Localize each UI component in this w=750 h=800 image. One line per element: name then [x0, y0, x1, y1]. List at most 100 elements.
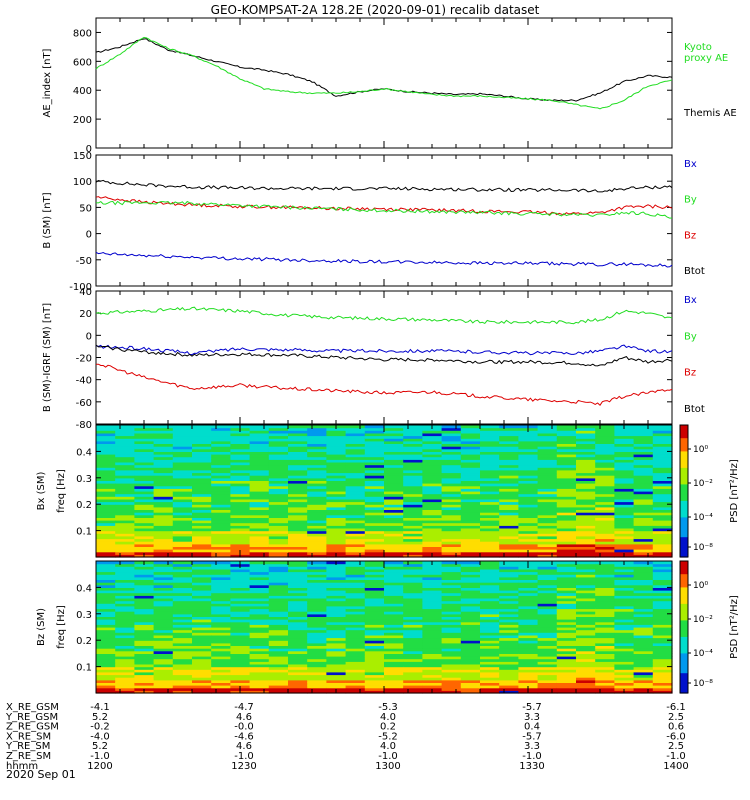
spectrogram-cell: [192, 438, 212, 442]
spectrogram-cell: [384, 634, 404, 639]
spectrogram-cell: [345, 669, 366, 673]
spectrogram-cell: [576, 677, 596, 681]
spectrogram-cell: [268, 427, 289, 431]
spectrogram-cell: [403, 496, 423, 500]
spectrogram-cell: [403, 664, 423, 668]
spectrogram-cell: [96, 498, 116, 503]
spectrogram-cell: [345, 608, 366, 612]
spectrogram-cell: [364, 653, 385, 657]
spectrogram-cell: [96, 664, 116, 668]
spectrogram-cell: [556, 669, 577, 673]
spectrogram-cell: [518, 632, 539, 636]
spectrogram-cell: [268, 685, 289, 689]
spectrogram-cell: [211, 514, 231, 518]
spectrogram-cell: [556, 600, 577, 604]
spectrogram-cell: [153, 661, 174, 665]
spectrogram-cell: [556, 624, 577, 628]
spectrogram-cell: [441, 632, 462, 636]
spectrogram-cell: [211, 488, 231, 492]
spectrogram-cell: [326, 543, 347, 547]
spectrogram-cell: [192, 576, 212, 580]
spectrogram-cell: [595, 629, 615, 633]
spectrogram-cell: [595, 467, 615, 471]
spectrogram-cell: [633, 488, 654, 492]
spectrogram-cell: [595, 674, 615, 678]
spectrogram-cell: [422, 517, 443, 521]
spectrogram-cell: [422, 576, 443, 580]
spectrogram-cell: [614, 435, 635, 439]
spectrogram-cell: [192, 574, 212, 578]
spectrogram-cell: [211, 677, 231, 681]
spectrogram-cell: [268, 430, 289, 434]
spectrogram-cell: [556, 592, 577, 596]
spectrogram-cell: [115, 621, 135, 625]
spectrogram-cell: [576, 514, 596, 518]
spectrogram-cells: [96, 561, 673, 694]
spectrogram-cell: [96, 541, 116, 545]
spectrogram-cell: [652, 640, 673, 644]
colorbar-step: [680, 623, 688, 628]
spectrogram-cell: [537, 440, 558, 444]
spectrogram-cell: [518, 438, 539, 442]
spectrogram-cell: [499, 425, 519, 429]
spectrogram-cell: [556, 627, 577, 631]
spectrogram-cell: [153, 582, 174, 586]
spectrogram-cell: [537, 677, 558, 681]
spectrogram-cell: [595, 627, 615, 631]
spectrogram-cell: [96, 469, 116, 474]
spectrogram-cell: [307, 543, 327, 547]
spectrogram-cell: [441, 645, 462, 649]
colorbar-step: [680, 454, 688, 459]
spectrogram-cell: [460, 467, 481, 471]
spectrogram-cell: [115, 574, 135, 578]
spectrogram-cell: [537, 579, 558, 583]
spectrogram-cell: [403, 650, 423, 654]
spectrogram-cell: [595, 611, 615, 615]
spectrogram-cell: [172, 582, 193, 586]
spectrogram-cell: [441, 462, 462, 466]
spectrogram-cell: [153, 621, 174, 625]
spectrogram-cell: [364, 598, 385, 602]
spectrogram-cell: [345, 584, 366, 588]
spectrogram-cell: [595, 443, 615, 447]
spectrogram-cell: [576, 541, 596, 545]
spectrogram-cell: [96, 530, 116, 534]
spectrogram-cell: [153, 530, 174, 534]
spectrogram-cell: [211, 658, 231, 662]
spectrogram-cell: [480, 551, 500, 555]
spectrogram-cell: [384, 576, 404, 580]
spectrogram-cell: [249, 514, 270, 518]
spectrogram-cell: [441, 658, 462, 662]
spectrogram-cell: [384, 425, 404, 429]
spectrogram-cell: [441, 616, 462, 620]
spectrogram-cell: [268, 592, 289, 596]
spectrogram-cell: [403, 533, 423, 537]
spectrogram-cell: [249, 456, 270, 460]
spectrogram-cell: [480, 509, 500, 513]
spectrogram-cell: [518, 640, 539, 644]
spectrogram-cell: [384, 666, 404, 670]
spectrogram-cell: [518, 483, 539, 487]
colorbar-tick-label: 10⁻⁴: [693, 513, 713, 523]
y-tick-label: -60: [76, 398, 92, 409]
spectrogram-cell: [153, 488, 174, 492]
spectrogram-cell: [172, 584, 193, 588]
spectrogram-cell: [422, 613, 443, 617]
spectrogram-cell: [230, 493, 251, 497]
spectrogram-cell: [422, 590, 443, 594]
spectrogram-cell: [460, 642, 481, 646]
spectrogram-cell: [441, 541, 462, 545]
spectrogram-cell: [96, 634, 116, 639]
spectrogram-cell: [422, 480, 443, 484]
spectrogram-cell: [633, 425, 654, 429]
spectrogram-cell: [307, 624, 327, 628]
spectrogram-cell: [556, 443, 577, 447]
spectrogram-cell: [345, 574, 366, 578]
spectrogram-cell: [403, 546, 423, 550]
spectrogram-cell: [96, 496, 116, 500]
spectrogram-cell: [172, 653, 193, 657]
spectrogram-cell: [422, 443, 443, 447]
spectrogram-cell: [422, 669, 443, 673]
spectrogram-cell: [268, 605, 289, 610]
